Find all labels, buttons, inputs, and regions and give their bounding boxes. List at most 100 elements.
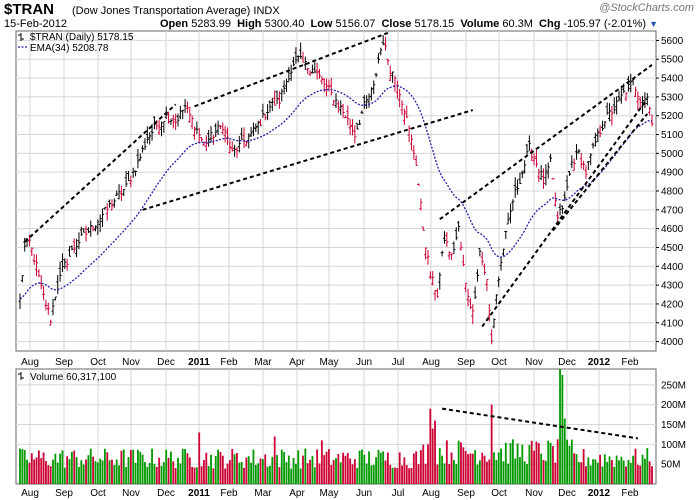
volume-bar bbox=[108, 460, 111, 484]
volume-bar bbox=[511, 439, 514, 484]
price-candle bbox=[134, 170, 138, 177]
volume-bar bbox=[30, 453, 33, 484]
volume-bar bbox=[410, 467, 413, 484]
price-candle bbox=[603, 121, 607, 129]
dropdown-arrow-icon[interactable]: ▼ bbox=[649, 19, 659, 29]
price-candle bbox=[542, 168, 546, 189]
volume-bar bbox=[377, 449, 380, 484]
price-candle bbox=[431, 271, 435, 286]
open-label: Open bbox=[160, 18, 189, 30]
volume-bar bbox=[245, 457, 248, 484]
volume-bar bbox=[198, 432, 201, 484]
price-candle bbox=[553, 192, 557, 207]
volume-bar bbox=[129, 450, 132, 484]
price-candle bbox=[30, 247, 34, 257]
volume-bar bbox=[37, 450, 40, 484]
price-candle bbox=[565, 175, 569, 191]
price-candle bbox=[617, 90, 621, 102]
price-candle bbox=[417, 183, 421, 186]
volume-bar bbox=[174, 468, 177, 484]
price-y-tick-label: 4800 bbox=[661, 187, 684, 198]
volume-bar bbox=[94, 461, 97, 484]
price-candle bbox=[499, 256, 503, 271]
ticker-symbol: $TRAN bbox=[4, 1, 55, 18]
price-candle bbox=[46, 302, 50, 315]
price-trendline bbox=[142, 109, 474, 211]
price-trendlines bbox=[24, 31, 653, 328]
volume-bar bbox=[122, 449, 125, 484]
volume-legend: Volume 60,317,100 bbox=[18, 372, 117, 383]
volume-bar bbox=[540, 453, 543, 484]
volume-bar bbox=[160, 465, 163, 484]
price-candle bbox=[468, 298, 472, 310]
price-candle bbox=[294, 47, 298, 64]
price-candle bbox=[419, 198, 423, 211]
volume-bar bbox=[585, 466, 587, 484]
volume-x-tick-label: 2011 bbox=[188, 488, 210, 499]
volume-bar bbox=[502, 461, 505, 484]
volume-bar bbox=[488, 459, 491, 484]
price-candle bbox=[624, 92, 628, 102]
volume-bar bbox=[118, 465, 120, 484]
volume-bar bbox=[356, 468, 359, 484]
volume-bar bbox=[328, 449, 330, 484]
price-candle bbox=[435, 288, 439, 298]
volume-bar bbox=[165, 449, 168, 484]
price-candle bbox=[447, 251, 451, 260]
price-candle bbox=[306, 67, 310, 75]
price-candle bbox=[600, 120, 604, 131]
volume-bar bbox=[313, 467, 316, 484]
price-candle bbox=[110, 199, 114, 211]
price-candle bbox=[480, 252, 484, 266]
volume-bar bbox=[172, 461, 175, 484]
price-candle bbox=[608, 103, 612, 122]
volume-bar bbox=[396, 467, 399, 484]
volume-bar bbox=[389, 464, 392, 484]
volume-bar bbox=[141, 454, 144, 484]
price-y-tick-label: 4200 bbox=[661, 299, 684, 310]
volume-bar bbox=[280, 449, 283, 484]
price-y-tick-label: 5600 bbox=[661, 36, 684, 47]
volume-bar bbox=[47, 465, 50, 484]
price-candle bbox=[240, 127, 244, 140]
price-candle bbox=[183, 98, 187, 113]
volume-bar bbox=[464, 451, 467, 484]
volume-bar bbox=[153, 463, 156, 484]
price-candle bbox=[494, 294, 498, 305]
price-x-tick-label: Sep bbox=[55, 357, 73, 368]
price-candle bbox=[424, 247, 428, 260]
price-candle bbox=[60, 253, 64, 273]
volume-bar bbox=[462, 447, 465, 484]
volume-bar bbox=[146, 466, 149, 484]
price-candle bbox=[348, 118, 352, 135]
price-candle bbox=[575, 144, 579, 160]
volume-bar bbox=[252, 449, 255, 484]
volume-bar bbox=[460, 442, 462, 484]
volume-x-tick-label: Oct bbox=[491, 488, 507, 499]
price-candle bbox=[141, 145, 145, 153]
volume-bar bbox=[120, 450, 123, 484]
volume-bar bbox=[295, 463, 297, 484]
price-candle bbox=[256, 120, 260, 135]
volume-bar bbox=[483, 455, 486, 484]
price-panel: 4000 4100 4200 4300 4400 4500 4600 4700 4800 4900… bbox=[15, 30, 684, 352]
price-candle bbox=[358, 119, 362, 125]
price-y-tick-label: 5200 bbox=[661, 111, 684, 122]
volume-bar bbox=[247, 456, 250, 484]
volume-bar bbox=[89, 448, 92, 484]
stockcharts-watermark: @StockCharts.com bbox=[599, 2, 694, 14]
price-candle bbox=[421, 226, 425, 231]
price-candle bbox=[492, 318, 496, 329]
volume-bar bbox=[96, 462, 99, 484]
volume-bar bbox=[214, 455, 217, 484]
price-candle bbox=[310, 64, 314, 74]
price-candle bbox=[287, 66, 291, 83]
volume-bar bbox=[394, 467, 396, 484]
volume-bar bbox=[337, 453, 340, 484]
volume-x-tick-label: Apr bbox=[289, 488, 305, 499]
volume-bar bbox=[469, 453, 472, 484]
volume-bar bbox=[132, 449, 135, 484]
volume-bar bbox=[620, 456, 623, 484]
volume-y-axis: 50M 100M 150M 200M 250M bbox=[661, 380, 686, 470]
volume-bar bbox=[151, 448, 153, 484]
